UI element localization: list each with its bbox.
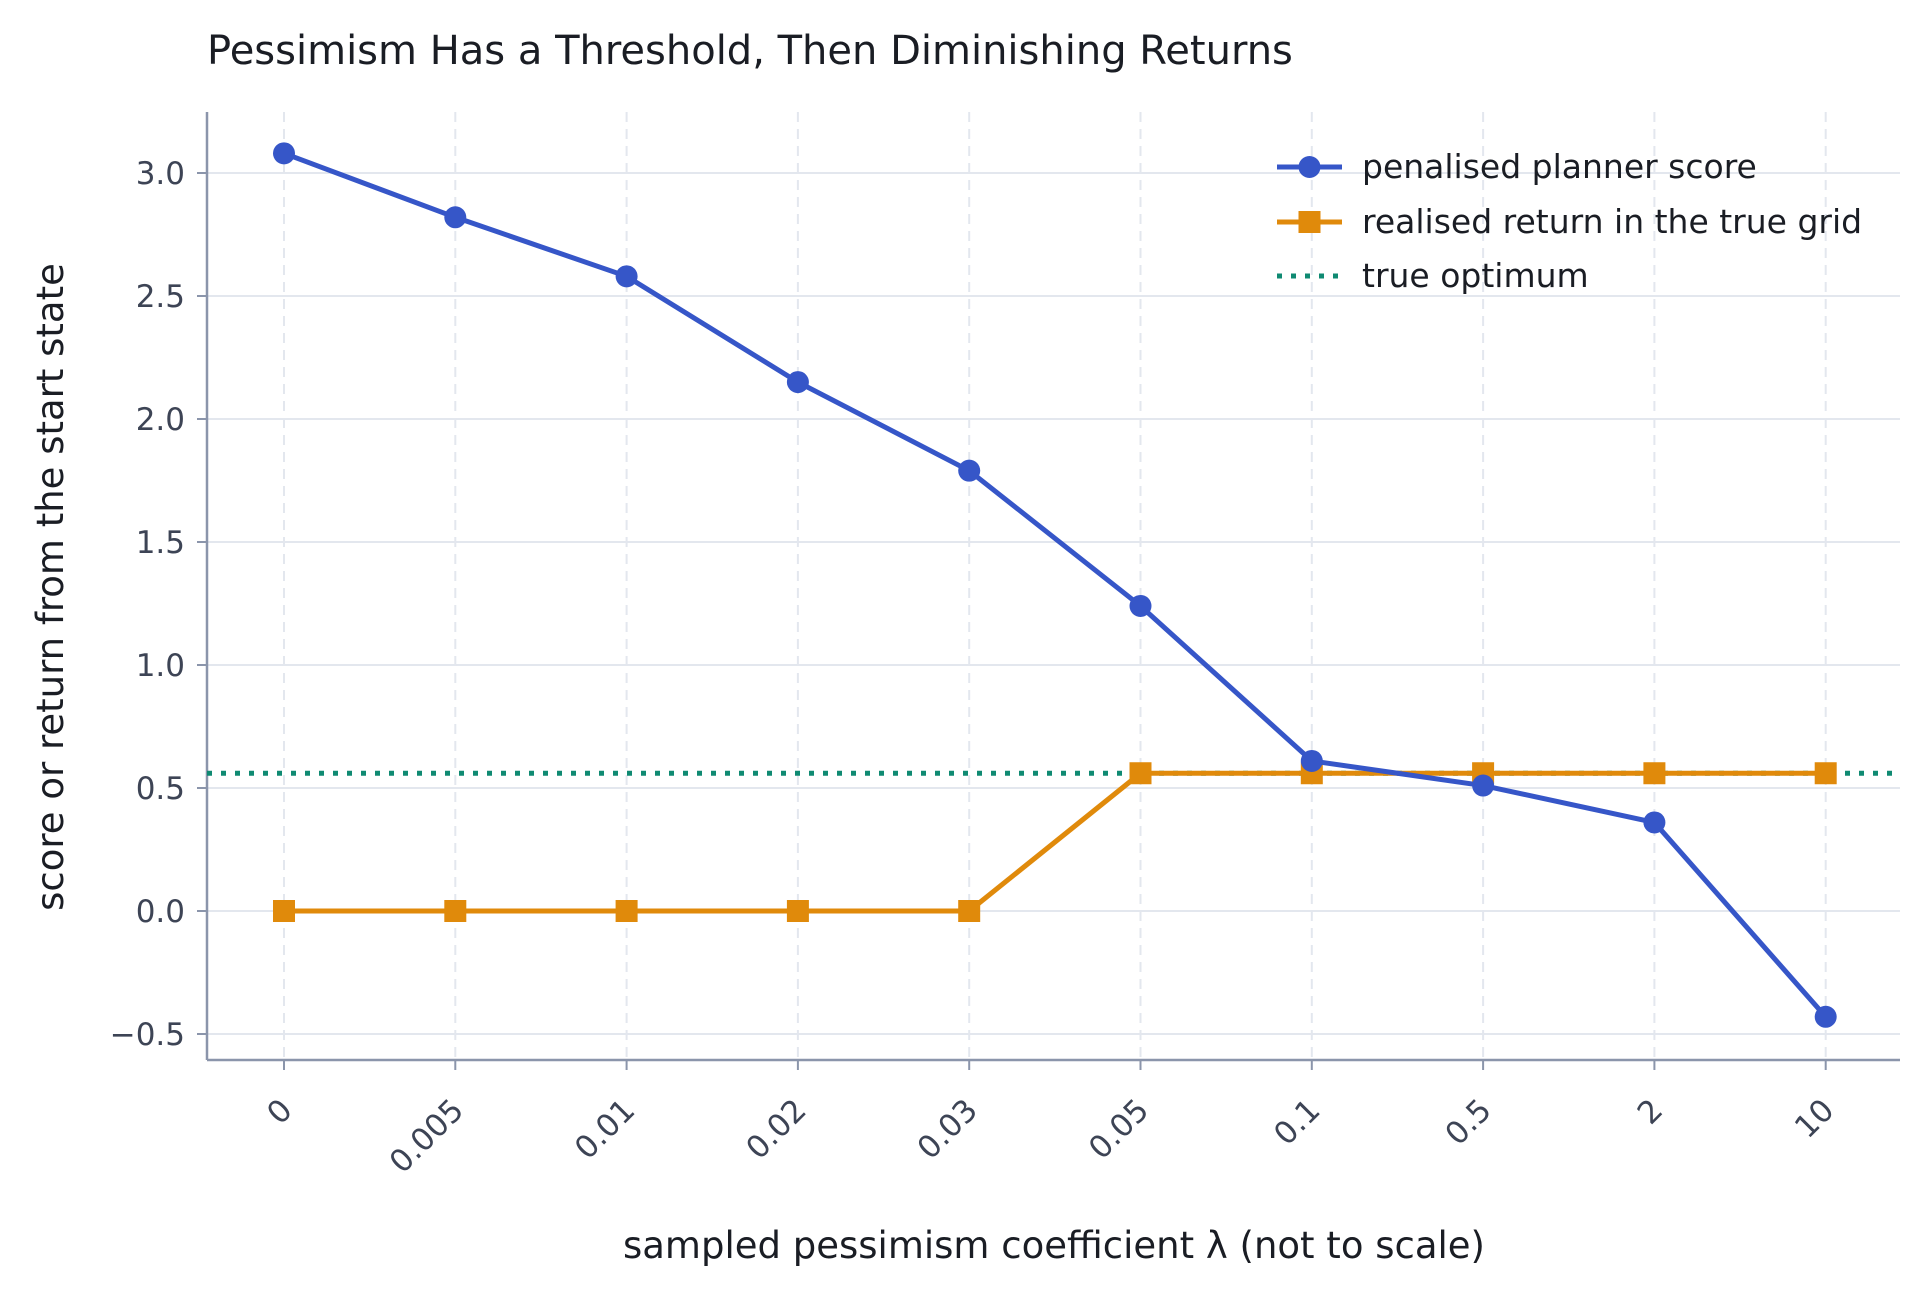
- x-tick-label: 0.5: [1438, 1092, 1498, 1152]
- x-tick-label: 0.05: [1082, 1092, 1156, 1166]
- y-tick-label: −0.5: [110, 1017, 185, 1053]
- legend-realised-return: realised return in the true grid: [1277, 202, 1862, 241]
- realised-return-point: [1643, 762, 1666, 785]
- y-tick-label: 3.0: [136, 156, 185, 192]
- planner-score-point: [1643, 811, 1666, 834]
- chart-title: Pessimism Has a Threshold, Then Diminish…: [207, 28, 1293, 74]
- x-tick-label: 2: [1631, 1092, 1670, 1131]
- realised-return-point: [444, 900, 467, 922]
- planner-score-point: [958, 459, 981, 482]
- legend-marker: [1298, 211, 1321, 233]
- realised-return-point: [1814, 762, 1837, 785]
- legend-planner-score: penalised planner score: [1277, 147, 1757, 186]
- planner-score-point: [1814, 1005, 1837, 1028]
- realised-return-line: [284, 770, 1826, 914]
- planner-score-point: [1300, 749, 1323, 772]
- legend-label: realised return in the true grid: [1362, 202, 1862, 241]
- planner-score-line: [283, 150, 1828, 1019]
- y-tick-label: 0.0: [136, 894, 185, 930]
- legend: penalised planner score realised return i…: [1277, 147, 1862, 295]
- x-tick-label: 0.01: [568, 1092, 642, 1166]
- y-tick-label: 1.0: [136, 648, 185, 684]
- x-tick-label: 0.1: [1267, 1092, 1327, 1152]
- realised-return-point: [786, 900, 809, 922]
- planner-score-point: [615, 265, 638, 288]
- data-series: [273, 142, 1837, 1028]
- planner-score-point: [273, 142, 295, 165]
- legend-label: true optimum: [1362, 256, 1589, 295]
- realised-return-point: [615, 900, 638, 922]
- tick-labels: −0.5 0.0 0.5 1.0 1.5 2.0 2.5 3.0 0 0.005 0.01 0.02 0…: [110, 156, 1842, 1180]
- planner-score-point: [1129, 594, 1152, 617]
- x-axis-label: sampled pessimism coefficient λ (not to …: [623, 1224, 1485, 1267]
- axes: [197, 112, 1900, 1070]
- x-tick-label: 0.02: [739, 1092, 813, 1166]
- realised-return-point: [273, 900, 295, 922]
- y-tick-label: 2.0: [136, 402, 185, 438]
- y-axis-label: score or return from the start state: [29, 263, 72, 911]
- legend-marker: [1298, 156, 1321, 178]
- realised-return-point: [958, 900, 981, 922]
- y-tick-label: 0.5: [136, 771, 185, 807]
- planner-score-point: [786, 371, 809, 394]
- legend-true-optimum: true optimum: [1277, 256, 1589, 295]
- x-tick-label: 0.03: [911, 1092, 985, 1166]
- x-tick-label: 0: [260, 1092, 299, 1131]
- x-tick-label: 10: [1788, 1092, 1841, 1145]
- y-tick-label: 2.5: [136, 279, 185, 315]
- x-tick-label: 0.005: [383, 1092, 471, 1180]
- legend-label: penalised planner score: [1362, 147, 1757, 186]
- y-tick-label: 1.5: [136, 525, 185, 561]
- planner-score-point: [1472, 774, 1495, 797]
- realised-return-point: [1129, 762, 1152, 785]
- planner-score-point: [444, 206, 467, 229]
